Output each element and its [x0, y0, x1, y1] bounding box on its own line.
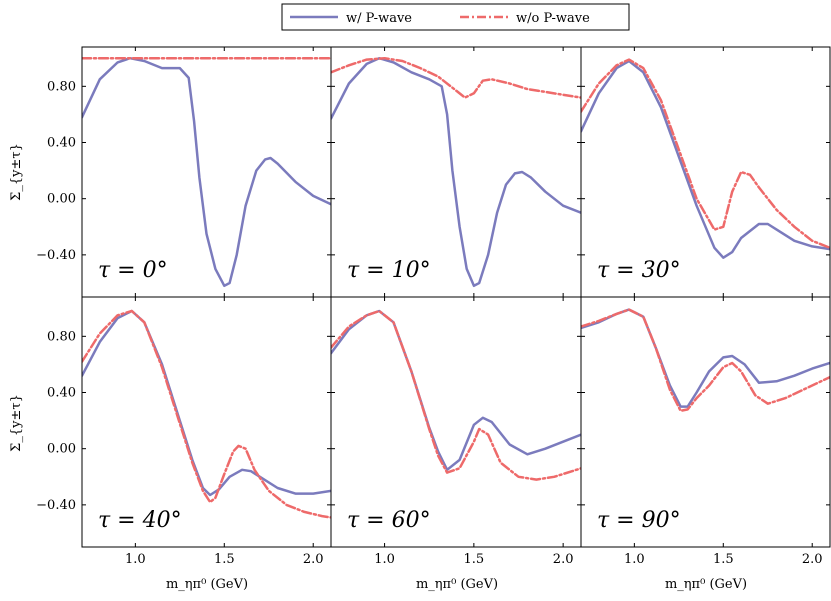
legend-box: [281, 3, 630, 31]
series-line-w-p-wave: [82, 56, 331, 288]
y-tick-label: 0.80: [47, 329, 76, 344]
panel-frame: [580, 296, 831, 548]
y-tick-label: 0.40: [47, 136, 76, 151]
series-line-w-p-wave: [331, 309, 581, 472]
series-line-w-p-wave: [581, 308, 830, 408]
legend: w/ P-wave w/o P-wave: [281, 3, 630, 31]
x-tick-label: 1.0: [374, 552, 395, 567]
panel-4: −0.40 0.00 0.40 0.80 1.0 1.5 2.0 τ = 40°: [36, 296, 332, 567]
y-axis-label-top: Σ_{y±τ}: [9, 143, 24, 201]
axis-titles: Σ_{y±τ} Σ_{y±τ} m_ηπ⁰ (GeV) m_ηπ⁰ (GeV) …: [9, 143, 747, 592]
panel-5: 1.0 1.5 2.0 τ = 60°: [330, 296, 582, 567]
series-line-w-o-p-wave: [82, 309, 331, 519]
series-line-w-p-wave: [82, 309, 331, 497]
x-tick-label: 1.5: [214, 552, 235, 567]
y-tick-label: 0.00: [47, 192, 76, 207]
x-tick-label: 2.0: [553, 552, 574, 567]
panel-annotation: τ = 10°: [347, 258, 431, 283]
y-tick-label: −0.40: [36, 248, 76, 263]
x-axis-label-1: m_ηπ⁰ (GeV): [166, 577, 248, 592]
x-tick-label: 1.5: [464, 552, 485, 567]
legend-label-w-p-wave: w/ P-wave: [346, 11, 412, 26]
x-tick-label: 1.5: [713, 552, 734, 567]
y-tick-label: 0.80: [47, 79, 76, 94]
panels: −0.40 0.00 0.40 0.80 τ = 0° τ = 10° τ = 30° −0.…: [36, 46, 831, 567]
panel-2: τ = 10°: [330, 46, 582, 298]
panel-annotation: τ = 0°: [98, 258, 168, 283]
x-tick-label: 2.0: [303, 552, 324, 567]
x-axis-label-2: m_ηπ⁰ (GeV): [416, 577, 498, 592]
panel-annotation: τ = 30°: [597, 258, 681, 283]
x-tick-label: 1.0: [624, 552, 645, 567]
y-tick-label: 0.40: [47, 386, 76, 401]
panel-1: −0.40 0.00 0.40 0.80 τ = 0°: [36, 46, 332, 298]
series-line-w-o-p-wave: [581, 58, 830, 250]
x-tick-label: 1.0: [125, 552, 146, 567]
series-line-w-o-p-wave: [331, 56, 581, 99]
panel-annotation: τ = 60°: [347, 508, 431, 533]
series-line-w-p-wave: [581, 59, 830, 259]
series-line-w-o-p-wave: [331, 309, 581, 481]
series-line-w-o-p-wave: [581, 308, 830, 413]
panel-6: 1.0 1.5 2.0 τ = 90°: [580, 296, 831, 567]
panel-annotation: τ = 40°: [98, 508, 182, 533]
panel-3: τ = 30°: [580, 46, 831, 298]
series-line-w-p-wave: [331, 56, 581, 288]
y-tick-label: −0.40: [36, 498, 76, 513]
x-axis-label-3: m_ηπ⁰ (GeV): [665, 577, 747, 592]
panel-annotation: τ = 90°: [597, 508, 681, 533]
y-axis-label-bottom: Σ_{y±τ}: [9, 394, 24, 452]
legend-label-wo-p-wave: w/o P-wave: [516, 11, 590, 26]
x-tick-label: 2.0: [802, 552, 823, 567]
y-tick-label: 0.00: [47, 442, 76, 457]
